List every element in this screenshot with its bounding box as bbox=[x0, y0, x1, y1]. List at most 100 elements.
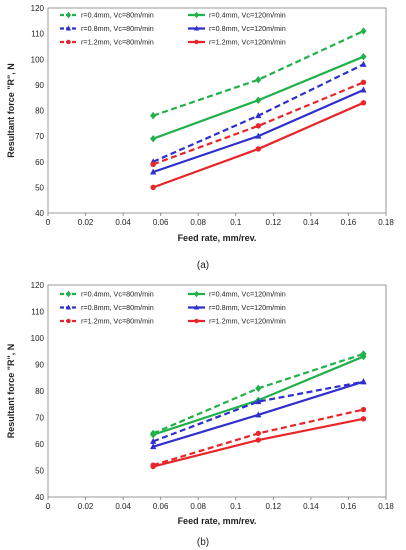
data-point-r-1-2mm-vc-120m-min-0 bbox=[150, 184, 156, 191]
y-tick-label: 100 bbox=[31, 55, 45, 64]
y-tick-label: 60 bbox=[35, 158, 44, 167]
x-axis-title: Feed rate, mm/rev. bbox=[178, 233, 257, 243]
legend-entry-r-1-2mm-vc-80m-min: r=1.2mm, Vc=80m/min bbox=[81, 38, 154, 47]
y-tick-label: 70 bbox=[35, 132, 44, 141]
data-point-r-0-4mm-vc-80m-min-1 bbox=[255, 76, 262, 84]
data-point-r-1-2mm-vc-120m-min-1 bbox=[255, 146, 262, 152]
y-tick-label: 40 bbox=[35, 209, 44, 218]
y-axis-title: Resultant force "R", N bbox=[6, 63, 16, 158]
x-tick-label: 0.14 bbox=[303, 218, 319, 227]
legend-marker-r-0-8mm-vc-80m-min bbox=[65, 304, 72, 310]
y-tick-label: 120 bbox=[31, 281, 45, 290]
legend-entry-r-0-8mm-vc-80m-min: r=0.8mm, Vc=80m/min bbox=[81, 24, 154, 33]
legend-entry-r-1-2mm-vc-120m-min: r=1.2mm, Vc=120m/min bbox=[209, 38, 286, 47]
x-tick-label: 0.08 bbox=[190, 218, 206, 227]
y-tick-label: 40 bbox=[35, 493, 44, 502]
x-tick-label: 0.06 bbox=[153, 502, 169, 511]
data-point-r-0-4mm-vc-120m-min-0 bbox=[150, 431, 157, 439]
y-tick-label: 80 bbox=[35, 387, 44, 396]
legend-marker-r-0-4mm-vc-80m-min bbox=[65, 290, 72, 298]
data-point-r-0-4mm-vc-80m-min-2 bbox=[360, 27, 367, 35]
series-line-r-0-8mm-vc-80m-min bbox=[152, 380, 364, 443]
x-axis-title: Feed rate, mm/rev. bbox=[178, 516, 257, 526]
legend-marker-r-0-8mm-vc-120m-min bbox=[193, 304, 200, 310]
data-point-r-0-8mm-vc-80m-min-0 bbox=[150, 437, 157, 444]
x-tick-label: 0.12 bbox=[266, 502, 282, 511]
data-point-r-0-8mm-vc-120m-min-2 bbox=[360, 378, 367, 385]
chart-panel-a: 40 50 60 70 80 90 100 110 120 0 0.02 0.04 0.06 0.08 0.… bbox=[6, 4, 394, 271]
data-point-r-1-2mm-vc-120m-min-2 bbox=[360, 100, 367, 106]
plot-area bbox=[47, 284, 387, 498]
data-point-r-0-4mm-vc-120m-min-2 bbox=[360, 52, 367, 61]
legend: r=0.4mm, Vc=80m/min r=0.4mm, Vc=120m/min r… bbox=[60, 290, 286, 326]
y-tick-label: 80 bbox=[35, 107, 44, 116]
data-point-r-1-2mm-vc-120m-min-2 bbox=[360, 416, 367, 422]
y-tick-label: 110 bbox=[31, 30, 44, 39]
tick-layer: 40 50 60 70 80 90 100 110 120 0 0.02 0.04 0.06 0.08 0.… bbox=[31, 281, 395, 511]
data-point-r-1-2mm-vc-120m-min-0 bbox=[150, 463, 156, 470]
data-point-r-0-8mm-vc-120m-min-0 bbox=[150, 443, 157, 450]
legend-marker-r-1-2mm-vc-80m-min bbox=[66, 39, 71, 45]
legend-marker-r-1-2mm-vc-80m-min bbox=[66, 318, 71, 324]
chart-panel-b: 40 50 60 70 80 90 100 110 120 0 0.02 0.04 0.06 0.08 0.… bbox=[6, 281, 394, 548]
legend-marker-r-0-8mm-vc-80m-min bbox=[65, 25, 72, 31]
data-point-r-0-8mm-vc-120m-min-1 bbox=[255, 411, 262, 418]
x-tick-label: 0.18 bbox=[378, 502, 394, 511]
series-layer bbox=[150, 27, 367, 191]
legend: r=0.4mm, Vc=80m/min r=0.4mm, Vc=120m/min r… bbox=[60, 11, 286, 47]
legend-entry-r-0-4mm-vc-80m-min: r=0.4mm, Vc=80m/min bbox=[81, 11, 154, 20]
data-point-r-0-8mm-vc-80m-min-1 bbox=[255, 112, 262, 119]
legend-marker-r-0-4mm-vc-120m-min bbox=[193, 290, 200, 298]
data-point-r-0-4mm-vc-120m-min-1 bbox=[255, 96, 262, 104]
legend-marker-r-1-2mm-vc-120m-min bbox=[194, 318, 199, 324]
data-point-r-1-2mm-vc-80m-min-1 bbox=[255, 123, 262, 129]
x-tick-label: 0.04 bbox=[115, 218, 131, 227]
y-tick-label: 50 bbox=[35, 467, 44, 476]
legend-marker-r-0-4mm-vc-80m-min bbox=[65, 11, 72, 19]
x-tick-label: 0.02 bbox=[78, 502, 94, 511]
data-point-r-0-4mm-vc-80m-min-0 bbox=[150, 111, 157, 120]
y-tick-label: 50 bbox=[35, 183, 44, 192]
y-tick-label: 110 bbox=[31, 308, 44, 317]
y-axis-title: Resultant force "R", N bbox=[6, 344, 16, 439]
legend-marker-r-1-2mm-vc-120m-min bbox=[194, 39, 199, 45]
data-point-r-0-8mm-vc-80m-min-1 bbox=[255, 398, 262, 405]
x-tick-label: 0.04 bbox=[115, 502, 131, 511]
caption-b: (b) bbox=[197, 537, 209, 548]
x-tick-label: 0.18 bbox=[378, 218, 394, 227]
x-tick-label: 0.1 bbox=[230, 502, 242, 511]
x-tick-label: 0.16 bbox=[341, 502, 357, 511]
legend-entry-r-0-8mm-vc-120m-min: r=0.8mm, Vc=120m/min bbox=[209, 303, 286, 312]
data-point-r-1-2mm-vc-120m-min-1 bbox=[255, 437, 262, 443]
plot-area bbox=[47, 7, 387, 214]
x-tick-label: 0.02 bbox=[78, 218, 94, 227]
legend-entry-r-0-8mm-vc-80m-min: r=0.8mm, Vc=80m/min bbox=[81, 303, 154, 312]
data-point-r-0-8mm-vc-120m-min-0 bbox=[150, 168, 157, 175]
data-point-r-1-2mm-vc-80m-min-1 bbox=[255, 430, 262, 437]
data-point-r-0-8mm-vc-120m-min-1 bbox=[255, 132, 262, 139]
legend-entry-r-0-4mm-vc-120m-min: r=0.4mm, Vc=120m/min bbox=[209, 290, 286, 299]
x-tick-label: 0.14 bbox=[303, 502, 319, 511]
y-tick-label: 120 bbox=[31, 4, 45, 13]
y-tick-label: 90 bbox=[35, 361, 44, 370]
legend-entry-r-1-2mm-vc-80m-min: r=1.2mm, Vc=80m/min bbox=[81, 317, 154, 326]
legend-entry-r-0-4mm-vc-80m-min: r=0.4mm, Vc=80m/min bbox=[81, 290, 154, 299]
data-point-r-0-4mm-vc-80m-min-1 bbox=[255, 384, 262, 393]
data-point-r-0-8mm-vc-120m-min-2 bbox=[360, 86, 367, 93]
x-tick-label: 0.1 bbox=[230, 218, 242, 227]
caption-a: (a) bbox=[197, 260, 209, 271]
y-tick-label: 100 bbox=[31, 334, 45, 343]
x-tick-label: 0.12 bbox=[266, 218, 282, 227]
y-tick-label: 70 bbox=[35, 414, 44, 423]
data-point-r-1-2mm-vc-80m-min-0 bbox=[150, 161, 156, 168]
series-layer bbox=[150, 350, 367, 470]
y-tick-label: 90 bbox=[35, 81, 44, 90]
x-tick-label: 0.06 bbox=[153, 218, 169, 227]
data-point-r-0-8mm-vc-80m-min-2 bbox=[360, 60, 367, 67]
legend-entry-r-0-4mm-vc-120m-min: r=0.4mm, Vc=120m/min bbox=[209, 11, 286, 20]
x-tick-label: 0 bbox=[46, 218, 51, 227]
data-point-r-0-4mm-vc-120m-min-0 bbox=[150, 134, 157, 143]
data-point-r-1-2mm-vc-80m-min-2 bbox=[360, 406, 367, 413]
legend-entry-r-1-2mm-vc-120m-min: r=1.2mm, Vc=120m/min bbox=[209, 317, 286, 326]
